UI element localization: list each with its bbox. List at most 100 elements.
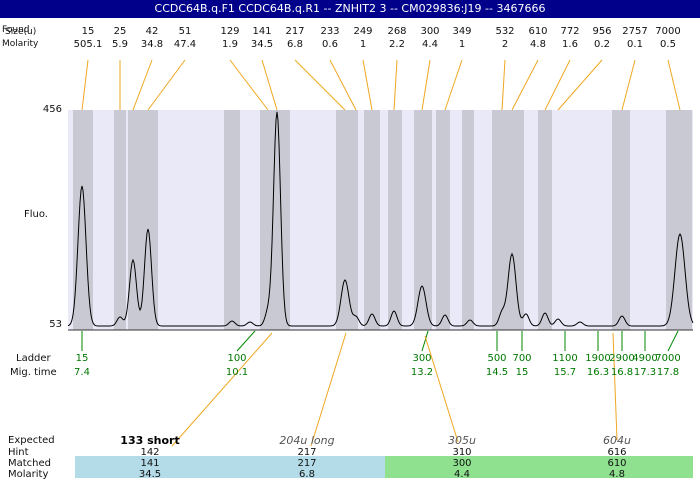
table-row-label-hint: Hint bbox=[8, 447, 29, 458]
size-call-line-349 bbox=[444, 59, 463, 111]
found-label: Found bbox=[2, 25, 30, 35]
marker-band-4 bbox=[260, 110, 290, 330]
marker-band-6 bbox=[364, 110, 380, 330]
ladder-line-300 bbox=[421, 330, 429, 352]
expected-1: 204u long bbox=[279, 434, 335, 447]
size-call-line-268 bbox=[393, 59, 398, 111]
ladder-value-4900: 4900 bbox=[632, 353, 658, 364]
matched-molarity-2: 4.4 bbox=[454, 469, 470, 480]
marker-size-249: 249 bbox=[353, 26, 373, 37]
size-call-line-7000 bbox=[667, 59, 681, 111]
marker-size-141: 141 bbox=[252, 26, 272, 37]
table-row-label-matched: Matched bbox=[8, 458, 52, 469]
marker-molarity-610: 4.8 bbox=[530, 39, 546, 50]
marker-band-3 bbox=[224, 110, 240, 330]
marker-size-129: 129 bbox=[220, 26, 240, 37]
ladder-value-1100: 1100 bbox=[552, 353, 578, 364]
marker-band-10 bbox=[462, 110, 474, 330]
marker-size-42: 42 bbox=[145, 26, 159, 37]
marker-band-0 bbox=[73, 110, 93, 330]
matched-molarity-0: 34.5 bbox=[138, 469, 162, 480]
size-call-line-772 bbox=[544, 59, 571, 111]
ladder-migtime-300: 13.2 bbox=[410, 367, 434, 378]
size-call-line-249 bbox=[362, 59, 373, 111]
marker-size-7000: 7000 bbox=[655, 26, 681, 37]
ladder-migtime-15: 7.4 bbox=[74, 367, 90, 378]
expected-2: 305u bbox=[448, 434, 476, 447]
table-connector-0 bbox=[171, 332, 273, 447]
size-call-line-51 bbox=[147, 59, 186, 111]
ladder-migtime-1100: 15.7 bbox=[553, 367, 577, 378]
size-call-line-129 bbox=[229, 59, 269, 111]
marker-molarity-51: 47.4 bbox=[173, 39, 197, 50]
marker-size-300: 300 bbox=[420, 26, 440, 37]
table-connector-1 bbox=[310, 332, 347, 447]
ladder-migtime-4900: 17.3 bbox=[633, 367, 657, 378]
ladder-row-label: Ladder bbox=[16, 353, 51, 364]
ladder-value-1900: 1900 bbox=[585, 353, 611, 364]
y-axis-max: 456 bbox=[42, 104, 62, 115]
ladder-migtime-7000: 17.8 bbox=[656, 367, 680, 378]
marker-molarity-268: 2.2 bbox=[389, 39, 405, 50]
marker-molarity-7000: 0.5 bbox=[660, 39, 676, 50]
table-connector-2 bbox=[424, 335, 459, 443]
y-axis-min: 53 bbox=[49, 319, 62, 330]
marker-molarity-15: 505.1 bbox=[73, 39, 103, 50]
marker-molarity-772: 1.6 bbox=[562, 39, 578, 50]
size-call-line-15 bbox=[81, 59, 89, 111]
ladder-line-7000 bbox=[667, 330, 679, 352]
marker-molarity-956: 0.2 bbox=[594, 39, 610, 50]
table-row-label-molarity: Molarity bbox=[8, 469, 49, 480]
marker-size-349: 349 bbox=[452, 26, 472, 37]
marker-molarity-129: 1.9 bbox=[222, 39, 238, 50]
marker-band-11 bbox=[492, 110, 524, 330]
marker-size-233: 233 bbox=[320, 26, 340, 37]
size-call-line-141 bbox=[261, 59, 278, 111]
marker-band-8 bbox=[414, 110, 432, 330]
ladder-value-7000: 7000 bbox=[655, 353, 681, 364]
marker-size-25: 25 bbox=[113, 26, 127, 37]
marker-band-7 bbox=[388, 110, 402, 330]
ladder-value-300: 300 bbox=[412, 353, 432, 364]
marker-band-1 bbox=[114, 110, 126, 330]
y-axis-title: Fluo. bbox=[24, 209, 48, 220]
size-unit-label: Size(u) bbox=[5, 27, 37, 37]
marker-band-13 bbox=[612, 110, 630, 330]
ladder-migtime-2900: 16.8 bbox=[610, 367, 634, 378]
ladder-migtime-500: 14.5 bbox=[485, 367, 509, 378]
hint-0: 142 bbox=[140, 447, 160, 458]
marker-molarity-300: 4.4 bbox=[422, 39, 438, 50]
marker-band-14 bbox=[666, 110, 692, 330]
marker-molarity-42: 34.8 bbox=[140, 39, 164, 50]
matched-stripe-green bbox=[385, 456, 693, 478]
marker-size-2757: 2757 bbox=[622, 26, 648, 37]
marker-molarity-2757: 0.1 bbox=[627, 39, 643, 50]
matched-3: 610 bbox=[607, 458, 627, 469]
marker-molarity-217: 6.8 bbox=[287, 39, 303, 50]
title-bar: CCDC64B.q.F1 CCDC64B.q.R1 -- ZNHIT2 3 --… bbox=[0, 0, 700, 18]
expected-3: 604u bbox=[603, 434, 631, 447]
size-call-line-233 bbox=[329, 59, 357, 111]
matched-molarity-3: 4.8 bbox=[609, 469, 625, 480]
marker-size-610: 610 bbox=[528, 26, 548, 37]
marker-band-2 bbox=[128, 110, 158, 330]
size-call-line-2757 bbox=[621, 59, 636, 111]
ladder-value-2900: 2900 bbox=[609, 353, 635, 364]
marker-molarity-532: 2 bbox=[501, 39, 509, 50]
marker-size-51: 51 bbox=[178, 26, 192, 37]
size-call-line-610 bbox=[511, 59, 539, 111]
marker-size-217: 217 bbox=[285, 26, 305, 37]
matched-0: 141 bbox=[140, 458, 160, 469]
matched-stripe-blue bbox=[75, 456, 385, 478]
marker-molarity-25: 5.9 bbox=[112, 39, 128, 50]
marker-band-9 bbox=[436, 110, 450, 330]
table-connector-3 bbox=[612, 332, 618, 441]
ladder-value-500: 500 bbox=[487, 353, 507, 364]
matched-1: 217 bbox=[297, 458, 317, 469]
matched-molarity-1: 6.8 bbox=[299, 469, 315, 480]
mig-time-row-label: Mig. time bbox=[10, 367, 57, 378]
ladder-line-100 bbox=[236, 330, 256, 352]
size-call-line-42 bbox=[132, 59, 153, 111]
